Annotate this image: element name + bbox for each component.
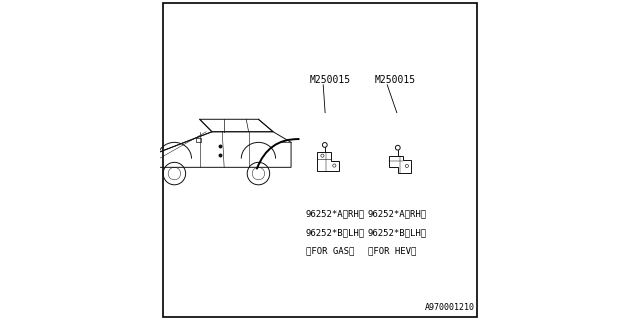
- Text: 96252*A〈RH〉: 96252*A〈RH〉: [306, 210, 365, 219]
- Text: 〈FOR GAS〉: 〈FOR GAS〉: [306, 247, 354, 256]
- Text: 96252*A〈RH〉: 96252*A〈RH〉: [368, 210, 427, 219]
- Text: 96252*B〈LH〉: 96252*B〈LH〉: [368, 228, 427, 237]
- Text: 〈FOR HEV〉: 〈FOR HEV〉: [368, 247, 417, 256]
- Text: 96252*B〈LH〉: 96252*B〈LH〉: [306, 228, 365, 237]
- FancyArrowPatch shape: [257, 139, 298, 169]
- Text: M250015: M250015: [375, 75, 416, 85]
- Text: M250015: M250015: [310, 75, 351, 85]
- Text: A970001210: A970001210: [425, 303, 475, 312]
